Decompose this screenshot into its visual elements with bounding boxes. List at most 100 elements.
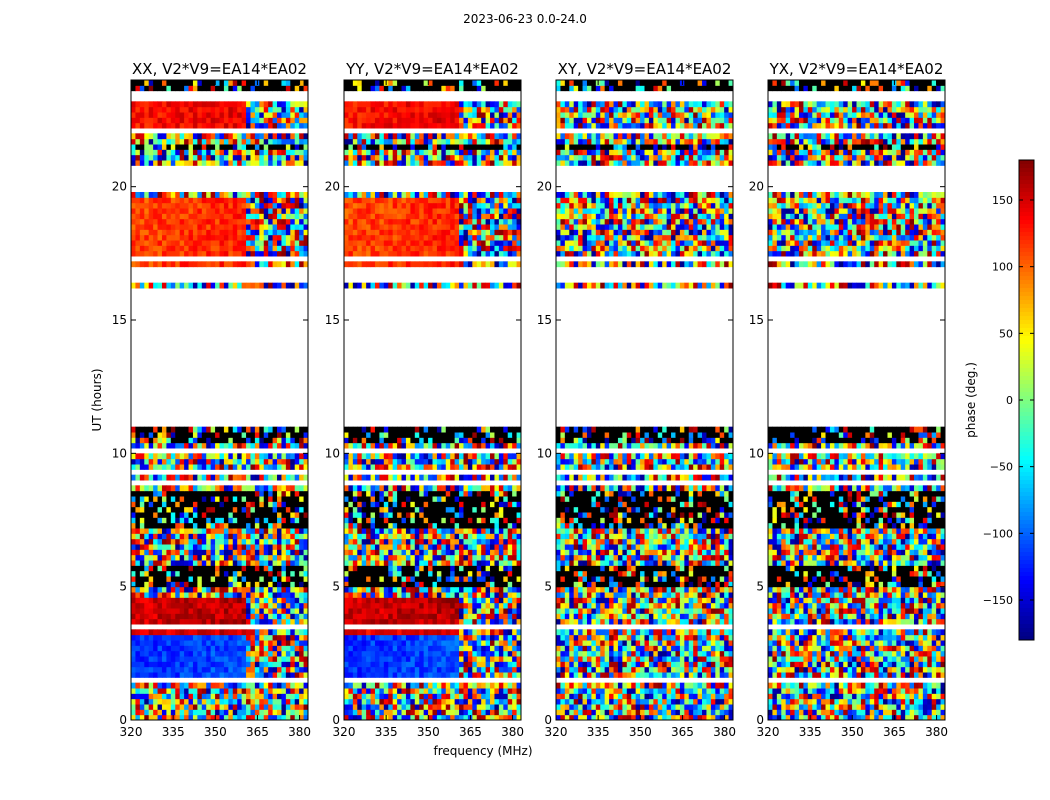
heatmap-cell (272, 570, 278, 577)
heatmap-cell (206, 154, 212, 161)
heatmap-cell (397, 650, 402, 657)
heatmap-cell (392, 512, 398, 518)
heatmap-cell (254, 112, 260, 118)
heatmap-cell (281, 240, 287, 246)
heatmap-cell (219, 218, 225, 225)
heatmap-cell (201, 133, 207, 140)
heatmap-cell (379, 661, 385, 668)
heatmap-cell (215, 245, 220, 252)
heatmap-cell (201, 464, 207, 470)
heatmap-cell (299, 197, 304, 204)
heatmap-cell (357, 714, 363, 721)
heatmap-cell (250, 506, 256, 513)
heatmap-cell (148, 560, 154, 566)
heatmap-cell (144, 640, 150, 646)
heatmap-cell (285, 224, 291, 230)
heatmap-cell (188, 565, 194, 572)
heatmap-cell (344, 698, 349, 705)
heatmap-cell (388, 597, 394, 604)
heatmap-cell (281, 426, 287, 433)
heatmap-cell (237, 85, 243, 92)
heatmap-cell (277, 597, 282, 604)
heatmap-cell (392, 597, 398, 604)
heatmap-cell (370, 634, 376, 641)
heatmap-cell (401, 597, 407, 604)
heatmap-cell (170, 602, 176, 609)
heatmap-cell (206, 496, 212, 502)
heatmap-cell (281, 570, 287, 577)
heatmap-cell (210, 533, 216, 540)
heatmap-cell (241, 656, 247, 662)
heatmap-cell (485, 453, 491, 460)
heatmap-cell (366, 442, 371, 449)
heatmap-cell (445, 501, 451, 508)
heatmap-cell (272, 464, 278, 470)
heatmap-cell (361, 704, 367, 710)
heatmap-cell (175, 261, 181, 268)
heatmap-cell (374, 688, 380, 694)
heatmap-cell (166, 576, 172, 582)
heatmap-cell (215, 192, 220, 198)
heatmap-cell (445, 709, 451, 716)
heatmap-cell (184, 112, 189, 118)
heatmap-cell (494, 538, 500, 545)
heatmap-cell (188, 517, 194, 524)
heatmap-cell (219, 613, 225, 620)
heatmap-cell (414, 496, 420, 502)
heatmap-cell (272, 154, 278, 161)
heatmap-cell (272, 533, 278, 540)
heatmap-cell (294, 149, 300, 156)
heatmap-cell (436, 581, 442, 588)
heatmap-cell (210, 432, 216, 438)
heatmap-cell (131, 138, 136, 145)
heatmap-cell (490, 688, 495, 694)
heatmap-cell (144, 208, 150, 214)
heatmap-cell (366, 501, 371, 508)
heatmap-cell (228, 122, 234, 129)
heatmap-cell (428, 640, 433, 646)
heatmap-cell (144, 666, 150, 673)
heatmap-cell (206, 245, 212, 252)
heatmap-cell (210, 458, 216, 465)
heatmap-cell (507, 512, 513, 518)
heatmap-cell (188, 501, 194, 508)
heatmap-cell (299, 666, 304, 673)
heatmap-cell (197, 240, 203, 246)
heatmap-cell (170, 704, 176, 710)
heatmap-cell (263, 442, 269, 449)
heatmap-cell (259, 709, 265, 716)
heatmap-cell (161, 240, 167, 246)
heatmap-cell (259, 442, 265, 449)
heatmap-cell (215, 714, 220, 721)
heatmap-cell (263, 250, 269, 257)
heatmap-cell (170, 261, 176, 268)
heatmap-cell (254, 490, 260, 497)
heatmap-cell (414, 602, 420, 609)
heatmap-cell (135, 197, 141, 204)
heatmap-cell (192, 565, 198, 572)
heatmap-cell (366, 597, 371, 604)
heatmap-cell (161, 432, 167, 438)
heatmap-cell (254, 565, 260, 572)
heatmap-cell (374, 453, 380, 460)
heatmap-cell (175, 672, 181, 678)
heatmap-cell (281, 117, 287, 124)
heatmap-cell (459, 634, 464, 641)
heatmap-cell (299, 640, 304, 646)
heatmap-cell (463, 570, 469, 577)
heatmap-cell (135, 693, 141, 700)
heatmap-cell (472, 608, 478, 614)
heatmap-cell (388, 474, 394, 481)
heatmap-cell (290, 474, 296, 481)
heatmap-cell (135, 218, 141, 225)
heatmap-cell (294, 549, 300, 556)
heatmap-cell (476, 693, 482, 700)
heatmap-cell (370, 522, 376, 529)
heatmap-cell (135, 517, 141, 524)
heatmap-cell (281, 490, 287, 497)
heatmap-cell (201, 85, 207, 92)
heatmap-cell (250, 586, 256, 593)
heatmap-cell (192, 85, 198, 92)
heatmap-cell (419, 618, 425, 625)
heatmap-cell (348, 549, 354, 556)
